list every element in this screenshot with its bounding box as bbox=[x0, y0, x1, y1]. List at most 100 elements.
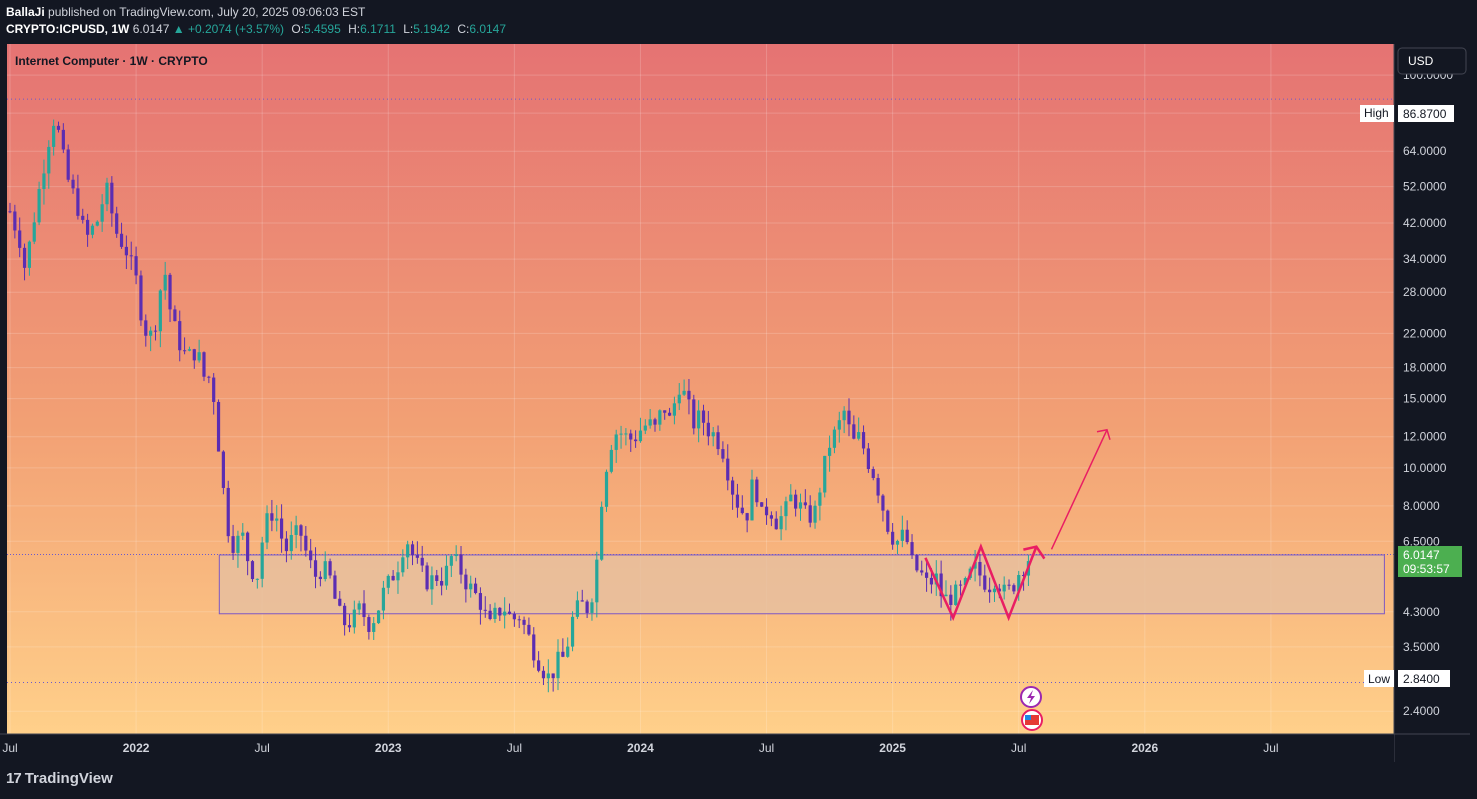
candle-body bbox=[687, 390, 691, 400]
candle-body bbox=[585, 601, 589, 613]
candle-body bbox=[963, 578, 967, 586]
price-tick-label: 12.0000 bbox=[1403, 430, 1447, 444]
high-label: High bbox=[1364, 106, 1389, 120]
candle-body bbox=[90, 225, 95, 235]
time-tick-label: Jul bbox=[2, 741, 17, 755]
candle-body bbox=[570, 616, 575, 647]
candle-body bbox=[580, 600, 584, 602]
candle-body bbox=[163, 274, 167, 291]
currency-label[interactable]: USD bbox=[1408, 54, 1434, 68]
candle-body bbox=[304, 535, 308, 551]
candle-body bbox=[100, 204, 104, 222]
candle-body bbox=[784, 501, 788, 517]
candle-body bbox=[740, 507, 744, 514]
publisher-name[interactable]: BallaJi bbox=[6, 5, 45, 19]
candle-body bbox=[294, 525, 298, 535]
candle-body bbox=[255, 578, 259, 580]
open-label: O: bbox=[291, 22, 305, 36]
candle-body bbox=[706, 422, 710, 437]
candle-body bbox=[726, 458, 730, 481]
us-flag-canton-icon bbox=[1025, 715, 1031, 720]
candle-body bbox=[944, 594, 948, 597]
low-value: 2.8400 bbox=[1403, 672, 1440, 686]
price-tick-label: 10.0000 bbox=[1403, 461, 1447, 475]
candle-body bbox=[8, 211, 12, 213]
candle-body bbox=[755, 479, 759, 503]
candle-body bbox=[347, 625, 352, 628]
candle-body bbox=[493, 607, 497, 619]
time-tick-label: 2025 bbox=[879, 741, 906, 755]
candle-body bbox=[22, 247, 27, 268]
candle-body bbox=[643, 425, 647, 431]
candles bbox=[8, 119, 1031, 693]
low-label-box bbox=[1364, 670, 1394, 687]
candle-body bbox=[221, 451, 225, 488]
candle-body bbox=[173, 309, 177, 322]
close-value: 6.0147 bbox=[469, 22, 507, 36]
candle-body bbox=[619, 433, 623, 435]
candle-body bbox=[886, 510, 890, 532]
candle-body bbox=[920, 570, 924, 573]
candle-body bbox=[498, 607, 502, 616]
price-tick-label: 6.5000 bbox=[1403, 534, 1440, 548]
candle-body bbox=[973, 561, 977, 569]
candle-body bbox=[590, 602, 594, 613]
candle-body bbox=[149, 330, 153, 336]
candle-body bbox=[546, 673, 550, 679]
candle-body bbox=[202, 352, 206, 377]
candle-body bbox=[992, 588, 997, 593]
tradingview-logo[interactable]: 17 TradingView bbox=[6, 770, 113, 787]
candle-body bbox=[813, 505, 817, 523]
candle-body bbox=[895, 540, 900, 545]
candle-body bbox=[241, 532, 245, 536]
symbol-label[interactable]: CRYPTO:ICPUSD, 1W bbox=[6, 22, 130, 36]
candle-body bbox=[1021, 575, 1026, 577]
candle-body bbox=[415, 555, 419, 558]
candle-body bbox=[236, 535, 240, 553]
candle-body bbox=[842, 410, 846, 421]
candle-body bbox=[81, 215, 85, 220]
time-axis bbox=[0, 734, 1394, 762]
zigzag-arrowhead bbox=[1023, 545, 1046, 560]
candle-body bbox=[313, 560, 318, 577]
candle-body bbox=[197, 352, 201, 361]
price-axis-ticks: 100.000080.000064.000052.000042.000034.0… bbox=[1403, 68, 1453, 718]
candle-body bbox=[682, 390, 686, 395]
time-axis-ticks: Jul 2022 Jul 2023 Jul 2024 Jul 2025 Jul 2026 Jul bbox=[2, 741, 1278, 755]
candle-body bbox=[454, 554, 458, 557]
candle-body bbox=[153, 330, 158, 332]
candle-body bbox=[435, 575, 439, 581]
candle-body bbox=[638, 430, 643, 442]
candle-body bbox=[614, 434, 618, 450]
candle-body bbox=[663, 410, 667, 413]
price-tick-label: 8.0000 bbox=[1403, 499, 1440, 513]
candle-body bbox=[847, 410, 851, 425]
price-tick-label: 2.4000 bbox=[1403, 704, 1440, 718]
candle-body bbox=[115, 213, 119, 234]
candle-body bbox=[915, 555, 919, 571]
candle-body bbox=[730, 480, 735, 495]
candle-body bbox=[701, 410, 706, 423]
candle-body bbox=[52, 125, 56, 147]
candle-body bbox=[823, 455, 827, 493]
candle-body bbox=[566, 646, 570, 657]
candle-body bbox=[265, 513, 269, 543]
candle-body bbox=[323, 561, 327, 580]
projection-arrow bbox=[1050, 429, 1108, 550]
candle-body bbox=[376, 610, 381, 624]
candle-body bbox=[881, 495, 885, 511]
candle-body bbox=[231, 536, 235, 553]
candle-body bbox=[769, 515, 773, 519]
candle-body bbox=[764, 506, 769, 516]
zigzag-pattern bbox=[924, 543, 1038, 622]
currency-button[interactable] bbox=[1397, 47, 1467, 75]
tv-logo-icon: 17 bbox=[6, 770, 22, 787]
ohlc-legend: CRYPTO:ICPUSD, 1W 6.0147 ▲ +0.2074 (+3.5… bbox=[6, 22, 506, 36]
candle-body bbox=[430, 575, 434, 590]
candle-body bbox=[440, 580, 444, 586]
candle-body bbox=[391, 575, 395, 581]
candle-body bbox=[47, 146, 51, 174]
high-label: H: bbox=[348, 22, 361, 36]
candle-body bbox=[192, 349, 196, 361]
